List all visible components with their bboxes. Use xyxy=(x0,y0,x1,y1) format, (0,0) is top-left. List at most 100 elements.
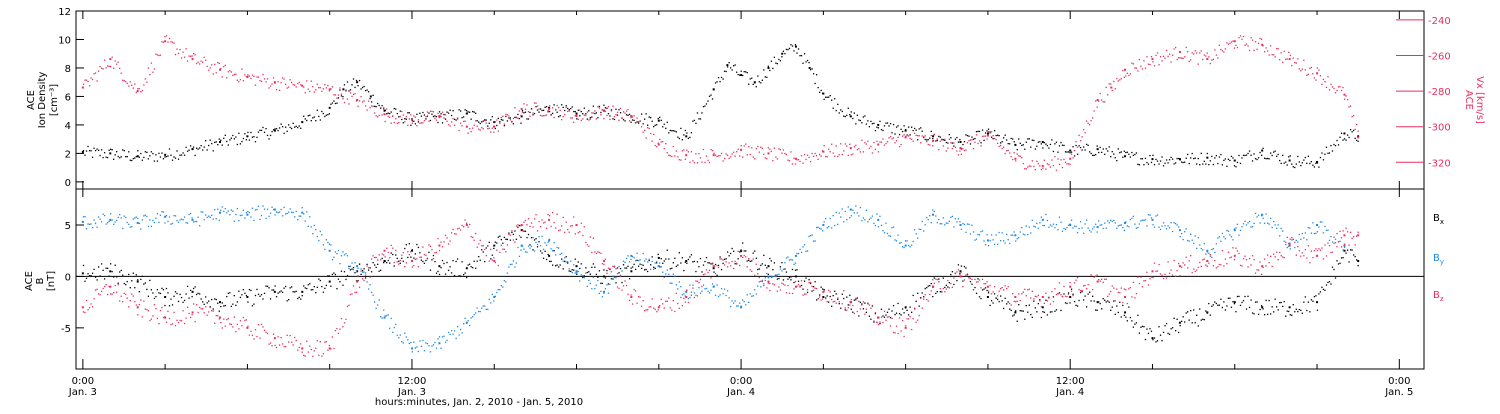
bz-dot xyxy=(1251,255,1254,257)
vx-dot xyxy=(236,79,239,81)
bz-dot xyxy=(699,278,702,281)
bx-point xyxy=(465,267,468,270)
by-dot xyxy=(861,220,863,222)
vx-dot xyxy=(918,135,920,137)
bz-dot xyxy=(855,297,857,299)
vx-dot xyxy=(754,158,756,160)
vx-dot xyxy=(583,114,585,116)
by-dot xyxy=(387,314,389,316)
by-dot xyxy=(595,284,598,286)
ion-density-dot xyxy=(1123,150,1125,152)
by-dot xyxy=(1206,251,1208,253)
bz-dot xyxy=(793,288,795,290)
bz-dot xyxy=(686,289,688,292)
bx-point xyxy=(438,265,441,268)
bx-dot xyxy=(812,286,815,288)
ion-density-dot xyxy=(188,149,190,151)
ion-density-dot xyxy=(790,44,792,46)
vx-dot xyxy=(1205,55,1207,57)
bz-dot xyxy=(879,321,881,323)
bx-dot xyxy=(366,263,368,266)
bx-dot xyxy=(926,286,928,289)
vx-point xyxy=(1233,40,1236,43)
vx-dot xyxy=(834,155,836,157)
bx-dot xyxy=(1015,310,1017,312)
bx-dot xyxy=(215,298,217,301)
by-dot xyxy=(885,222,887,224)
bz-dot xyxy=(1224,258,1227,260)
bz-dot xyxy=(170,323,172,326)
bx-dot xyxy=(1099,302,1101,305)
vx-dot xyxy=(1159,55,1162,58)
ion-density-dot xyxy=(450,114,453,117)
ion-density-dot xyxy=(325,114,328,116)
vx-dot xyxy=(404,121,406,123)
bz-dot xyxy=(518,235,521,237)
by-dot xyxy=(459,328,462,331)
bx-dot xyxy=(739,251,741,253)
bz-dot xyxy=(236,323,239,326)
bx-dot xyxy=(1095,309,1097,311)
by-point xyxy=(301,211,304,214)
bz-dot xyxy=(1064,295,1067,297)
bx-dot xyxy=(345,278,347,281)
vx-dot xyxy=(666,152,668,154)
bx-dot xyxy=(453,274,456,277)
vx-dot xyxy=(1354,128,1356,131)
vx-dot xyxy=(702,148,705,151)
vx-dot xyxy=(102,68,104,70)
ion-density-dot xyxy=(882,129,884,132)
bx-dot xyxy=(177,300,180,303)
by-point xyxy=(191,218,194,221)
bx-dot xyxy=(490,258,492,260)
by-dot xyxy=(895,240,898,242)
ion-density-dot xyxy=(1070,151,1073,153)
by-dot xyxy=(150,225,153,228)
by-dot xyxy=(91,226,94,229)
bz-dot xyxy=(663,307,665,309)
by-dot xyxy=(1242,223,1245,225)
bz-dot xyxy=(1125,289,1127,291)
vx-dot xyxy=(618,119,620,121)
by-dot xyxy=(627,255,629,257)
by-dot xyxy=(663,276,665,279)
by-dot xyxy=(1040,216,1043,218)
bz-dot xyxy=(627,293,629,295)
ion-density-dot xyxy=(615,108,617,110)
vx-dot xyxy=(541,115,543,117)
bz-dot xyxy=(597,251,599,253)
vx-dot xyxy=(1084,132,1086,134)
ion-density-dot xyxy=(1185,157,1187,159)
ion-density-dot xyxy=(1342,139,1344,141)
ion-density-dot xyxy=(1176,157,1178,160)
vx-dot xyxy=(1289,54,1291,57)
bx-dot xyxy=(508,232,510,234)
vx-dot xyxy=(286,87,288,89)
bz-dot xyxy=(297,349,299,351)
vx-dot xyxy=(1025,168,1027,170)
vx-dot xyxy=(740,144,742,147)
vx-dot xyxy=(1229,42,1231,44)
vx-dot xyxy=(310,80,312,82)
bz-dot xyxy=(642,300,644,302)
vx-dot xyxy=(476,125,478,127)
bx-dot xyxy=(1277,309,1279,311)
ion-density-dot xyxy=(1039,141,1041,143)
vx-dot xyxy=(1088,124,1091,126)
ion-density-dot xyxy=(461,117,463,119)
vx-dot xyxy=(1087,122,1089,124)
bx-dot xyxy=(977,278,979,280)
by-dot xyxy=(562,260,564,262)
bz-point xyxy=(602,260,605,262)
by-dot xyxy=(1120,224,1122,226)
ion-density-dot xyxy=(613,118,616,121)
bz-dot xyxy=(936,278,938,281)
bx-dot xyxy=(113,276,115,278)
ion-density-dot xyxy=(870,120,872,123)
by-dot xyxy=(1156,214,1159,216)
bx-dot xyxy=(443,262,445,265)
vx-dot xyxy=(999,144,1002,147)
ion-density-dot xyxy=(729,67,732,69)
bz-dot xyxy=(1098,279,1100,281)
bz-dot xyxy=(1233,258,1236,261)
